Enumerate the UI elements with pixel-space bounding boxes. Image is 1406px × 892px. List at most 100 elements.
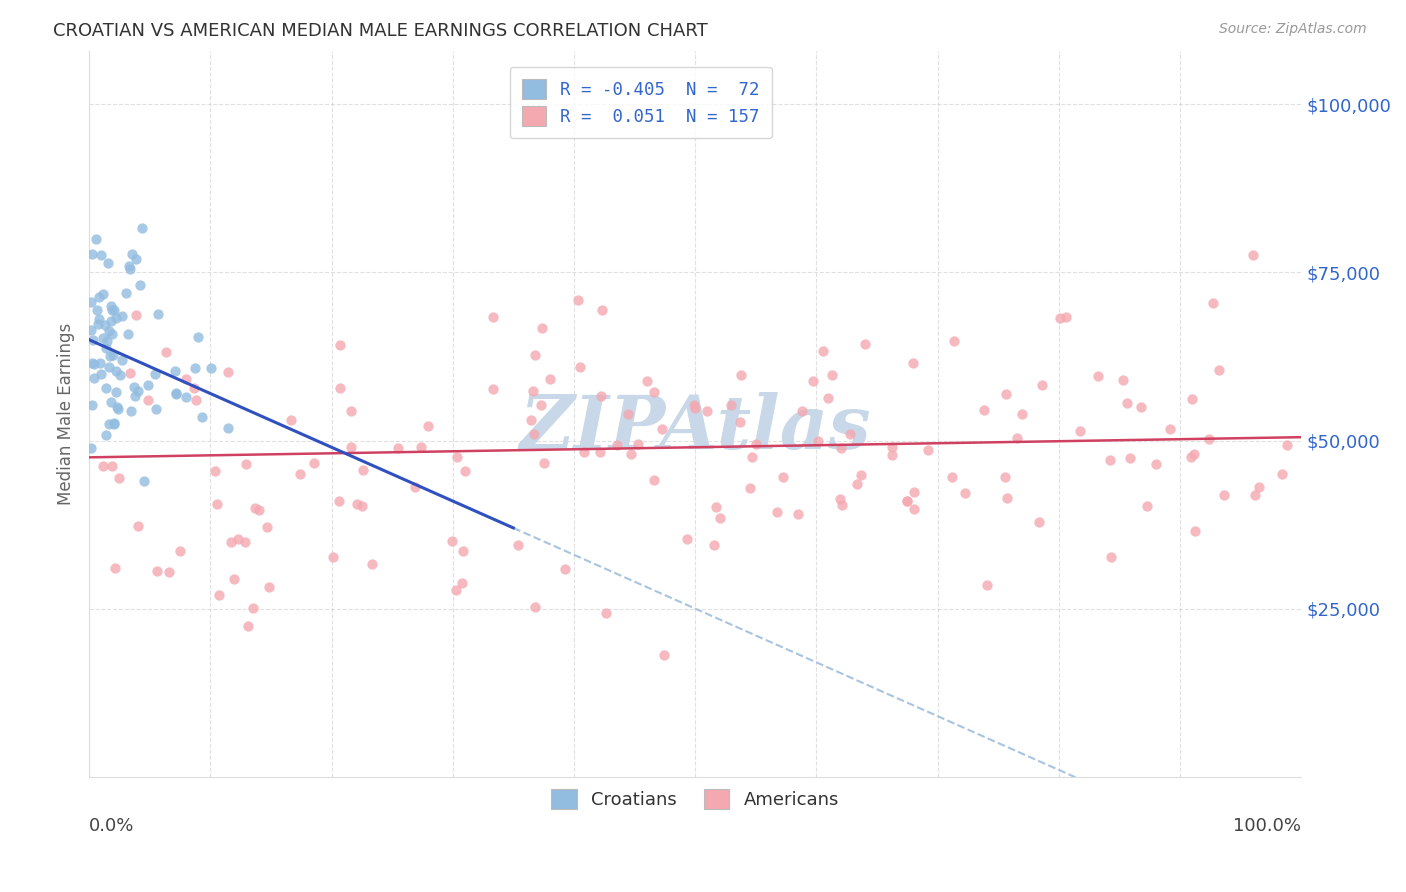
- Point: [572, 445, 595, 459]
- Point: [114, 286, 136, 301]
- Point: [101, 303, 124, 318]
- Point: [569, 360, 592, 375]
- Point: [976, 578, 998, 592]
- Point: [1011, 408, 1033, 422]
- Point: [821, 368, 844, 382]
- Point: [831, 498, 853, 512]
- Point: [636, 374, 658, 388]
- Point: [387, 442, 409, 456]
- Point: [1184, 524, 1206, 539]
- Point: [87, 312, 110, 326]
- Point: [94, 318, 117, 332]
- Point: [340, 403, 363, 417]
- Point: [101, 458, 124, 473]
- Point: [533, 456, 555, 470]
- Y-axis label: Median Male Earnings: Median Male Earnings: [58, 323, 75, 505]
- Point: [90, 367, 112, 381]
- Point: [683, 398, 706, 412]
- Point: [80, 442, 103, 456]
- Point: [361, 557, 384, 571]
- Point: [84, 232, 107, 246]
- Point: [973, 402, 995, 417]
- Point: [80, 356, 103, 370]
- Point: [302, 456, 325, 470]
- Point: [903, 485, 925, 500]
- Point: [451, 544, 474, 558]
- Point: [896, 493, 918, 508]
- Point: [87, 317, 110, 331]
- Point: [242, 601, 264, 615]
- Point: [352, 499, 374, 513]
- Point: [125, 252, 148, 266]
- Point: [846, 477, 869, 491]
- Point: [280, 413, 302, 427]
- Point: [217, 365, 239, 379]
- Point: [523, 599, 546, 614]
- Point: [165, 385, 187, 400]
- Point: [997, 491, 1019, 505]
- Text: 100.0%: 100.0%: [1233, 816, 1302, 835]
- Point: [131, 221, 153, 235]
- Point: [849, 467, 872, 482]
- Point: [1098, 453, 1121, 467]
- Point: [643, 474, 665, 488]
- Point: [183, 380, 205, 394]
- Point: [90, 247, 112, 261]
- Point: [176, 372, 198, 386]
- Point: [122, 380, 145, 394]
- Point: [238, 619, 260, 633]
- Point: [942, 334, 965, 348]
- Point: [1241, 248, 1264, 262]
- Point: [591, 303, 613, 318]
- Point: [589, 389, 612, 403]
- Point: [790, 403, 813, 417]
- Point: [1028, 515, 1050, 529]
- Text: 0.0%: 0.0%: [89, 816, 135, 835]
- Point: [118, 366, 141, 380]
- Point: [105, 363, 128, 377]
- Point: [828, 492, 851, 507]
- Point: [111, 352, 134, 367]
- Point: [617, 407, 640, 421]
- Point: [817, 391, 839, 405]
- Point: [176, 390, 198, 404]
- Point: [329, 381, 352, 395]
- Point: [100, 299, 122, 313]
- Point: [328, 494, 350, 508]
- Point: [683, 401, 706, 415]
- Point: [896, 494, 918, 508]
- Point: [187, 330, 209, 344]
- Point: [801, 374, 824, 388]
- Point: [703, 538, 725, 552]
- Point: [108, 471, 131, 485]
- Point: [994, 386, 1017, 401]
- Point: [1181, 392, 1204, 406]
- Point: [955, 486, 977, 500]
- Point: [994, 470, 1017, 484]
- Point: [127, 519, 149, 533]
- Point: [676, 532, 699, 546]
- Text: Source: ZipAtlas.com: Source: ZipAtlas.com: [1219, 22, 1367, 37]
- Point: [1118, 450, 1140, 465]
- Point: [554, 562, 576, 576]
- Point: [169, 544, 191, 558]
- Point: [217, 421, 239, 435]
- Point: [1136, 499, 1159, 513]
- Point: [89, 356, 111, 370]
- Point: [772, 470, 794, 484]
- Point: [1180, 450, 1202, 465]
- Point: [418, 419, 440, 434]
- Point: [440, 533, 463, 548]
- Point: [704, 500, 727, 514]
- Point: [786, 507, 808, 521]
- Point: [1112, 373, 1135, 387]
- Point: [117, 327, 139, 342]
- Point: [143, 368, 166, 382]
- Point: [100, 314, 122, 328]
- Point: [652, 648, 675, 663]
- Point: [838, 426, 860, 441]
- Point: [96, 334, 118, 349]
- Point: [1198, 432, 1220, 446]
- Point: [128, 278, 150, 293]
- Point: [606, 438, 628, 452]
